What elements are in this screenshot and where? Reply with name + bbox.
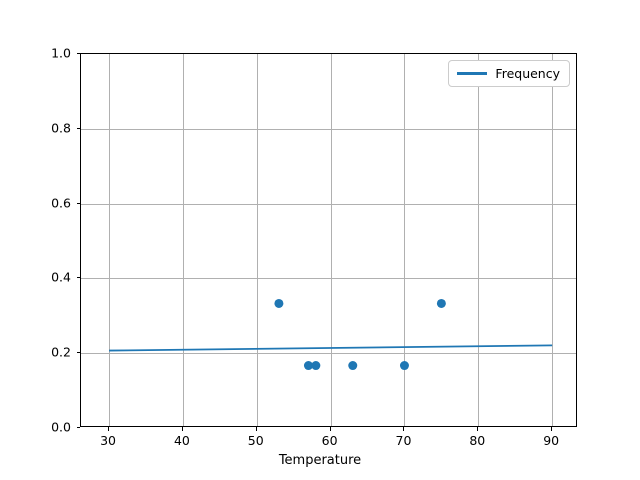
scatter-points bbox=[274, 298, 446, 371]
data-layer bbox=[109, 298, 553, 371]
tick-x-60 bbox=[329, 427, 331, 431]
ticklabel-x-70: 70 bbox=[395, 433, 412, 448]
legend-label-frequency: Frequency bbox=[495, 66, 560, 81]
gridline-y-0.2 bbox=[81, 353, 576, 355]
tick-x-90 bbox=[551, 427, 553, 431]
gridline-x-60 bbox=[330, 54, 332, 426]
tick-y-0.2 bbox=[76, 352, 80, 354]
ticklabel-y-0.6: 0.6 bbox=[51, 195, 71, 211]
ticklabel-x-80: 80 bbox=[469, 433, 486, 448]
gridline-x-70 bbox=[404, 54, 406, 426]
ticklabel-x-30: 30 bbox=[100, 433, 116, 448]
ticklabel-x-50: 50 bbox=[247, 433, 264, 448]
legend[interactable]: Frequency bbox=[448, 60, 570, 87]
tick-x-50 bbox=[255, 427, 257, 431]
scatter-point-3 bbox=[348, 361, 358, 371]
tick-y-0.8 bbox=[76, 127, 80, 129]
tick-x-80 bbox=[477, 427, 479, 431]
gridline-x-50 bbox=[256, 54, 258, 426]
frequency-line bbox=[109, 344, 553, 352]
ticklabel-x-60: 60 bbox=[321, 433, 338, 448]
ticklabel-x-90: 90 bbox=[543, 433, 560, 448]
scatter-point-2 bbox=[311, 361, 321, 371]
gridline-x-30 bbox=[109, 54, 111, 426]
scatter-point-1 bbox=[303, 361, 313, 371]
ticklabel-y-0.4: 0.4 bbox=[51, 269, 71, 285]
plot-area: Frequency bbox=[80, 53, 577, 427]
ticklabel-y-0.2: 0.2 bbox=[51, 344, 71, 360]
scatter-point-4 bbox=[399, 361, 409, 371]
tick-y-0.4 bbox=[76, 277, 80, 279]
tick-x-30 bbox=[108, 427, 110, 431]
ticklabel-x-40: 40 bbox=[173, 433, 190, 448]
tick-y-0.6 bbox=[76, 202, 80, 204]
x-axis-label: Temperature bbox=[278, 453, 362, 468]
gridline-y-0.8 bbox=[81, 128, 576, 130]
ticklabel-y-0.0: 0.0 bbox=[51, 419, 71, 435]
scatter-point-5 bbox=[436, 298, 446, 308]
gridline-x-90 bbox=[552, 54, 554, 426]
ticklabel-y-1.0: 1.0 bbox=[51, 45, 71, 61]
tick-y-0.0 bbox=[76, 427, 80, 428]
line-frequency bbox=[109, 344, 553, 352]
tick-y-1.0 bbox=[76, 53, 80, 54]
tick-x-40 bbox=[181, 427, 183, 431]
gridline-x-80 bbox=[478, 54, 480, 426]
gridline-y-0.4 bbox=[81, 278, 576, 280]
gridline-y-0.6 bbox=[81, 203, 576, 205]
gridline-x-40 bbox=[182, 54, 184, 426]
legend-line-swatch bbox=[457, 72, 488, 75]
scatter-point-0 bbox=[274, 298, 284, 308]
tick-x-70 bbox=[403, 427, 405, 431]
ticklabel-y-0.8: 0.8 bbox=[51, 120, 71, 136]
